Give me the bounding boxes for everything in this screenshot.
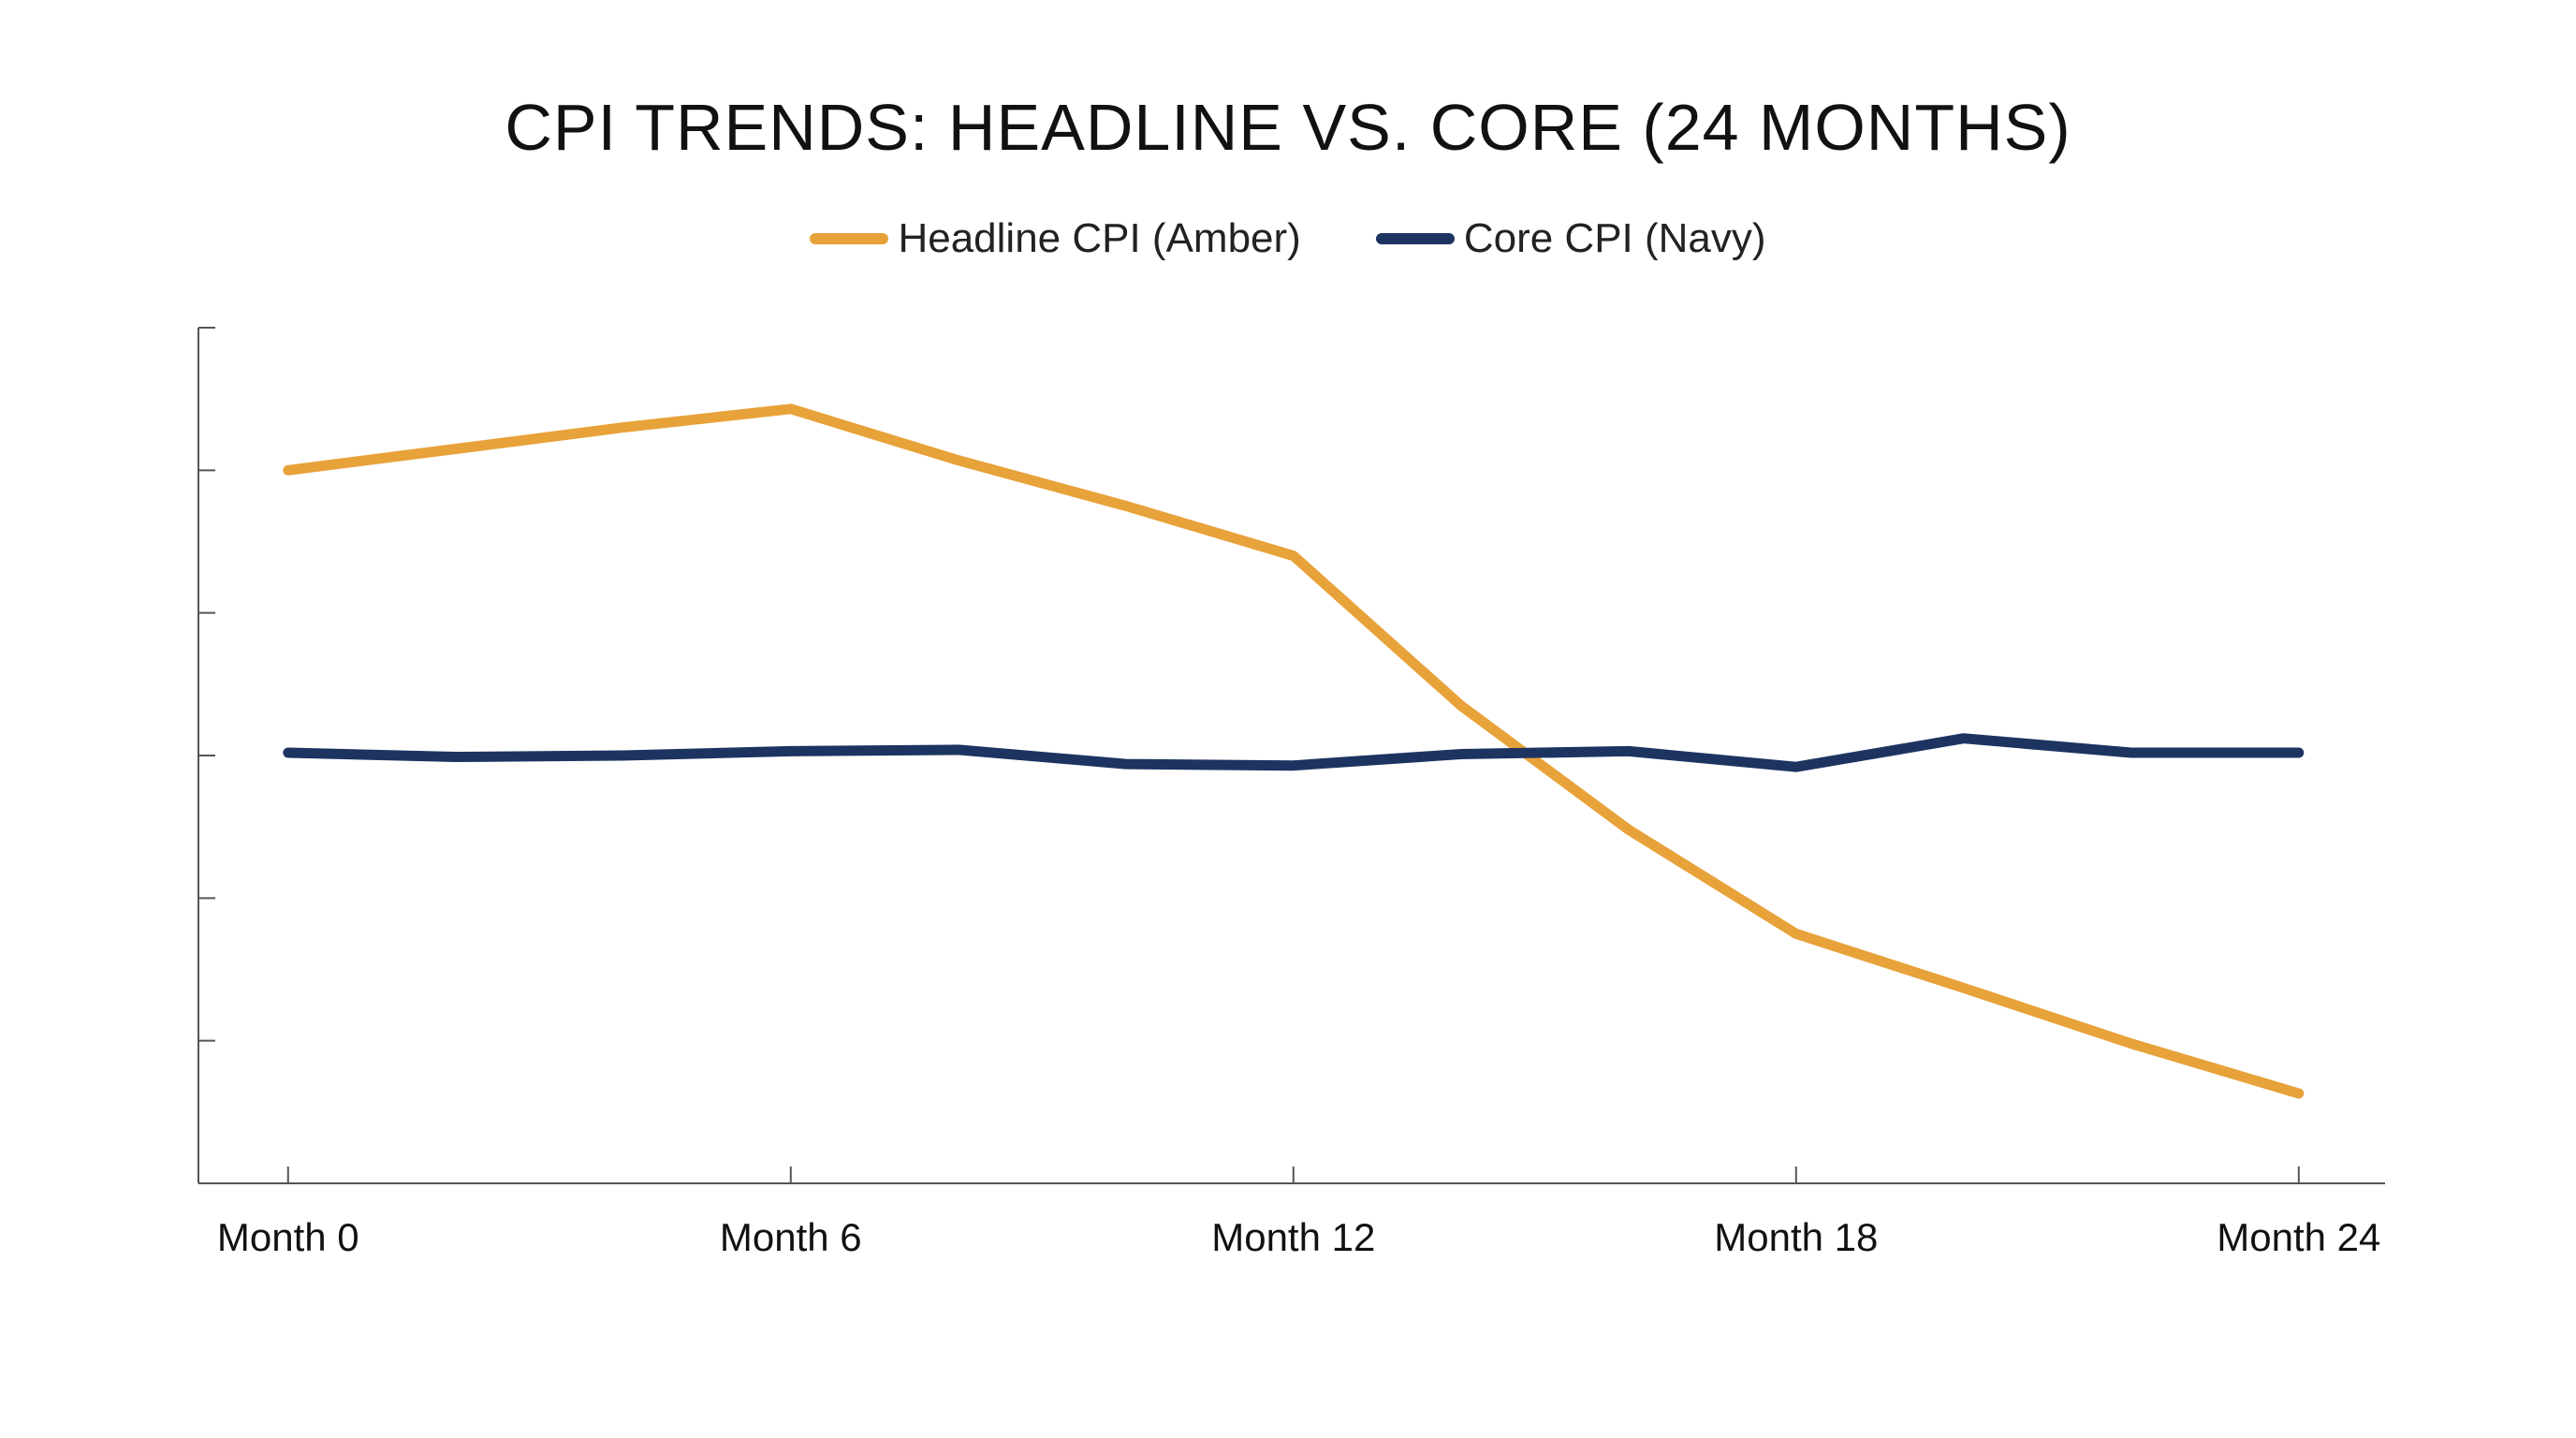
chart-title: CPI TRENDS: HEADLINE VS. CORE (24 MONTHS…	[505, 91, 2071, 164]
x-tick-labels: Month 0 Month 6 Month 12 Month 18 Month 24	[217, 1215, 2380, 1259]
x-tick-label: Month 6	[720, 1215, 862, 1259]
legend-swatch-core	[1375, 233, 1455, 244]
x-tick-label: Month 0	[217, 1215, 359, 1259]
legend-item-core: Core CPI (Navy)	[1375, 215, 1766, 262]
series-line-core	[283, 733, 2305, 772]
x-tick-label: Month 18	[1714, 1215, 1878, 1259]
series-line-headline	[283, 404, 2305, 1099]
axes	[198, 327, 2385, 1184]
legend: Headline CPI (Amber) Core CPI (Navy)	[0, 215, 2576, 262]
series-layer	[283, 404, 2305, 1099]
legend-item-headline: Headline CPI (Amber)	[810, 215, 1301, 262]
legend-label-core: Core CPI (Navy)	[1463, 215, 1766, 261]
legend-swatch-headline	[810, 233, 889, 244]
x-tick-label: Month 24	[2217, 1215, 2380, 1259]
legend-label-headline: Headline CPI (Amber)	[898, 215, 1301, 261]
x-tick-label: Month 12	[1211, 1215, 1375, 1259]
